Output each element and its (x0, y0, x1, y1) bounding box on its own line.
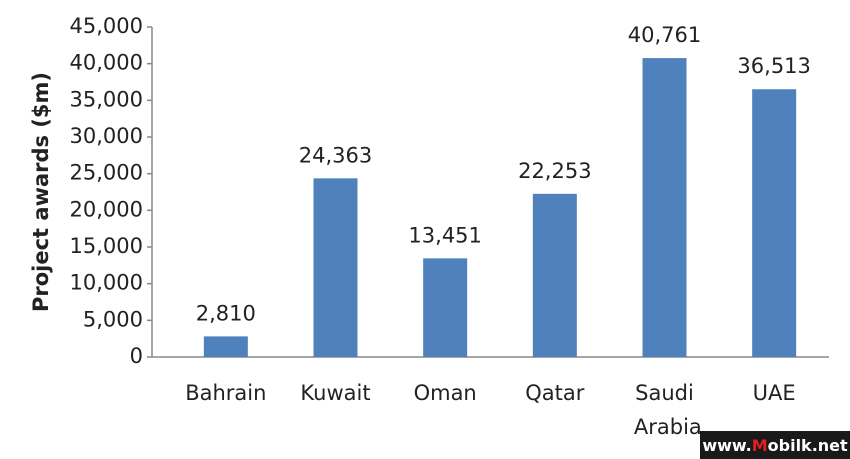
y-tick-label: 5,000 (83, 307, 143, 331)
y-axis-title: Project awards ($m) (29, 72, 53, 312)
y-tick-label: 40,000 (70, 51, 143, 75)
value-label: 22,253 (518, 159, 591, 183)
bar (532, 193, 577, 357)
bar (642, 58, 687, 357)
bar (752, 89, 797, 357)
value-label: 40,761 (628, 23, 701, 47)
y-tick-label: 0 (130, 344, 143, 368)
bar (203, 336, 248, 357)
x-tick-label: Kuwait (300, 381, 370, 405)
watermark-bg (700, 431, 850, 459)
value-label: 13,451 (408, 223, 481, 247)
x-tick-label: UAE (753, 381, 796, 405)
bar (313, 178, 358, 357)
value-label: 2,810 (196, 301, 256, 325)
y-tick-label: 15,000 (70, 234, 143, 258)
value-label: 36,513 (737, 54, 810, 78)
bar (423, 258, 468, 357)
x-tick-label: Bahrain (185, 381, 266, 405)
y-tick-label: 30,000 (70, 124, 143, 148)
y-tick-label: 25,000 (70, 161, 143, 185)
y-tick-label: 45,000 (70, 14, 143, 38)
y-tick-label: 10,000 (70, 271, 143, 295)
watermark: www.Mobilk.net (702, 436, 848, 455)
x-tick-label: Saudi Arabia (627, 381, 702, 439)
x-tick-label: Oman (414, 381, 477, 405)
x-tick-label: Qatar (525, 381, 585, 405)
y-tick-label: 35,000 (70, 87, 143, 111)
value-label: 24,363 (299, 143, 372, 167)
y-tick-label: 20,000 (70, 197, 143, 221)
